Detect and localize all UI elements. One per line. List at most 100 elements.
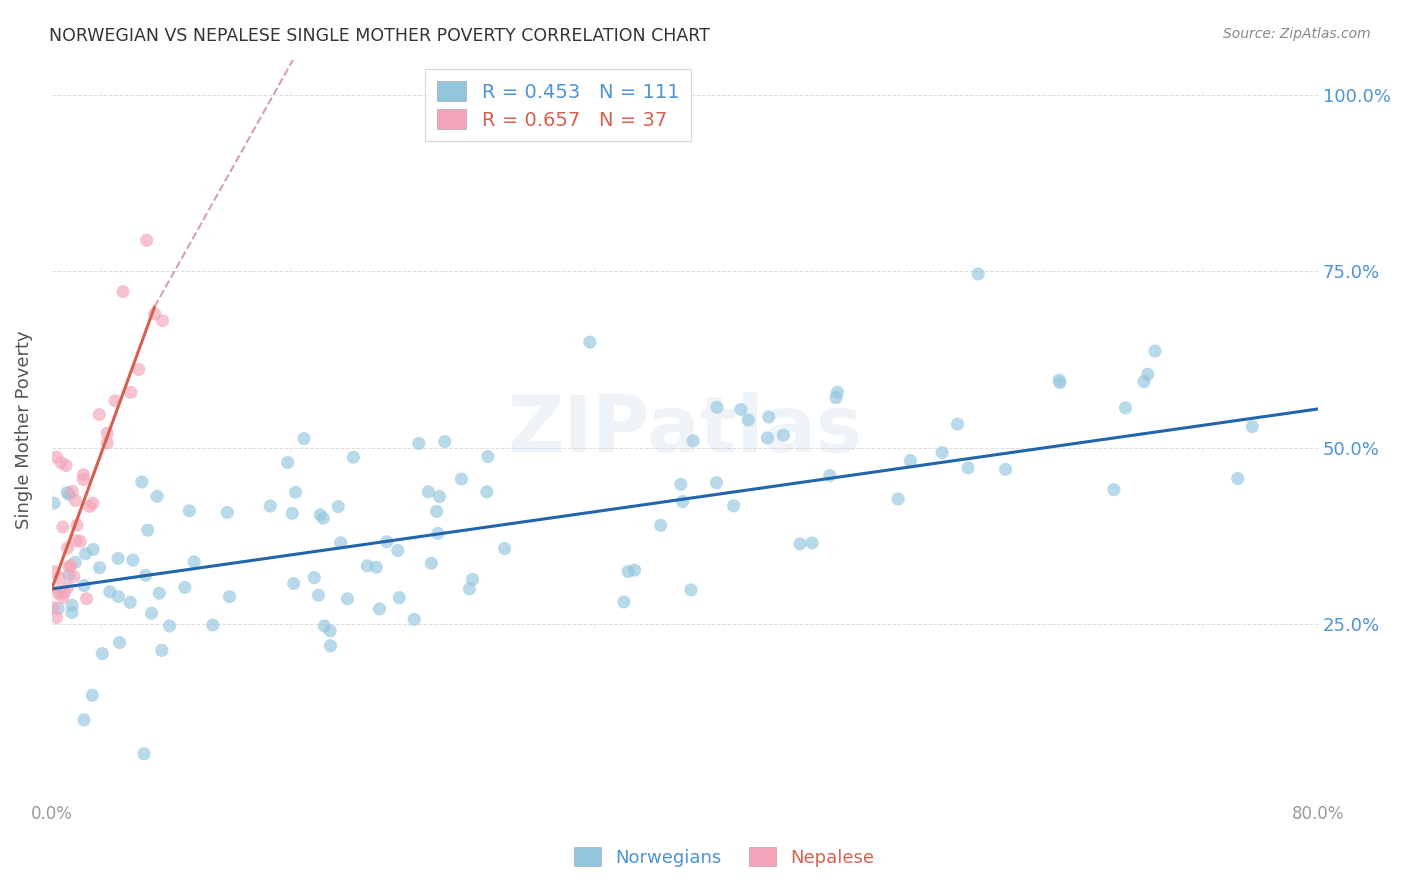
Point (76, 591, 98, 606)
Point (135, 233, 157, 247)
Point (1049, 376, 1071, 390)
Point (65, 555, 87, 569)
Point (45, 450, 67, 464)
Point (756, 431, 779, 445)
Point (96, 426, 118, 441)
Point (141, 607, 163, 621)
Point (388, 591, 411, 605)
Point (426, 504, 449, 518)
Point (342, 450, 364, 465)
Point (179, 504, 201, 518)
Point (259, 499, 281, 513)
Point (60, 599, 83, 613)
Point (314, 619, 336, 633)
Point (89, 560, 111, 574)
Point (994, 462, 1017, 476)
Point (682, 434, 704, 448)
Point (60, 606, 83, 620)
Point (679, 582, 702, 597)
Point (72, 473, 94, 487)
Point (55, 458, 77, 473)
Point (737, 413, 759, 427)
Point (131, 475, 153, 489)
Point (420, 556, 443, 570)
Point (368, 602, 391, 616)
Point (623, 563, 645, 577)
Point (60, 484, 83, 499)
Point (143, 307, 166, 321)
Point (723, 499, 745, 513)
Point (48, 571, 70, 585)
Point (650, 518, 672, 533)
Text: ZIPatlas: ZIPatlas (508, 392, 862, 468)
Point (1133, 375, 1156, 389)
Point (107, 551, 129, 566)
Point (173, 580, 195, 594)
Point (1143, 344, 1166, 359)
Point (827, 385, 849, 400)
Point (312, 511, 335, 525)
Point (58, 487, 80, 501)
Point (150, 643, 173, 657)
Point (63, 569, 86, 583)
Point (42, 496, 65, 510)
Point (426, 526, 449, 541)
Point (73, 713, 96, 727)
Point (429, 490, 451, 504)
Point (73, 578, 96, 592)
Point (58, 567, 80, 582)
Point (477, 450, 499, 464)
Point (319, 639, 342, 653)
Point (706, 475, 728, 490)
Point (304, 571, 326, 585)
Point (669, 477, 692, 491)
Point (42, 600, 65, 615)
Point (58, 559, 80, 574)
Point (1226, 471, 1249, 485)
Point (82, 496, 104, 510)
Point (91, 647, 114, 661)
Point (818, 468, 841, 483)
Point (366, 560, 388, 574)
Point (66, 518, 89, 533)
Point (1047, 373, 1070, 387)
Point (98, 584, 121, 599)
Point (65, 533, 87, 548)
Point (613, 595, 636, 609)
Point (283, 576, 305, 591)
Point (107, 590, 129, 604)
Point (136, 523, 159, 537)
Point (672, 494, 695, 508)
Point (336, 591, 359, 606)
Point (56, 581, 79, 595)
Point (183, 555, 205, 569)
Point (79, 500, 101, 514)
Point (789, 537, 811, 551)
Point (132, 747, 155, 761)
Point (329, 535, 352, 549)
Point (292, 432, 315, 446)
Point (128, 362, 150, 376)
Point (617, 565, 640, 579)
Point (51, 456, 73, 470)
Point (46, 601, 69, 615)
Point (56, 485, 79, 500)
Point (69, 534, 91, 549)
Point (328, 500, 350, 514)
Point (356, 558, 378, 573)
Point (825, 391, 848, 405)
Point (135, 568, 157, 582)
Point (46, 586, 69, 600)
Point (319, 624, 342, 638)
Point (801, 536, 824, 550)
Point (1102, 483, 1125, 497)
Point (309, 508, 332, 522)
Point (53, 586, 76, 600)
Legend: Norwegians, Nepalese: Norwegians, Nepalese (567, 840, 882, 874)
Y-axis label: Single Mother Poverty: Single Mother Poverty (15, 331, 32, 530)
Point (284, 485, 307, 500)
Point (307, 588, 329, 602)
Point (56, 541, 79, 555)
Point (450, 472, 472, 486)
Text: Source: ZipAtlas.com: Source: ZipAtlas.com (1223, 27, 1371, 41)
